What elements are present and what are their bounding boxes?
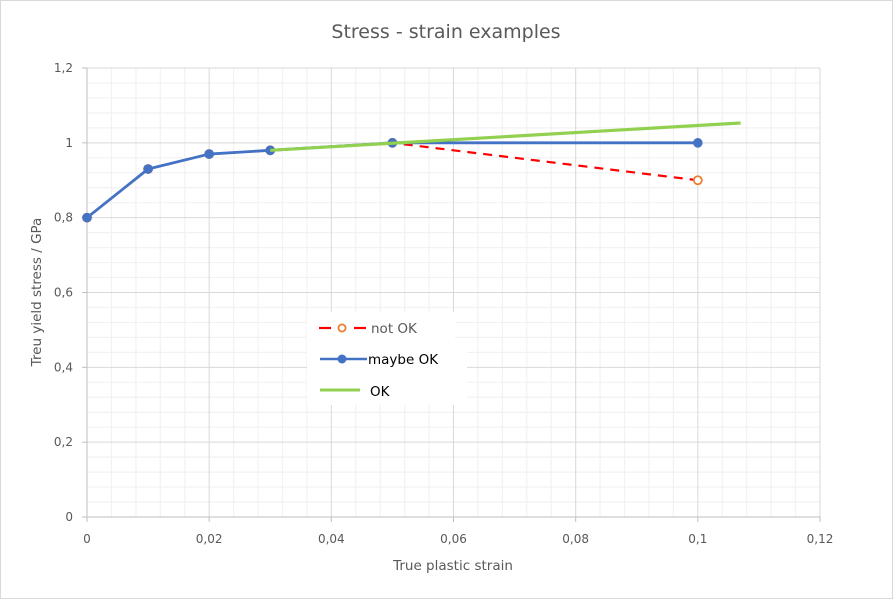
- legend[interactable]: not OK maybe OK OK: [307, 312, 467, 405]
- y-tick-label: 0: [65, 510, 73, 524]
- series-line-not-ok: [86, 141, 698, 219]
- data-point-not-ok[interactable]: [692, 175, 703, 186]
- y-tick-label: 1: [65, 136, 73, 150]
- legend-marker-maybe-ok: [337, 354, 347, 364]
- data-point-maybe-ok[interactable]: [82, 212, 92, 223]
- legend-box-not-ok: [307, 312, 455, 346]
- x-tick-label: 0,1: [688, 532, 707, 546]
- y-axis-title: Treu yield stress / GPa: [29, 218, 45, 368]
- legend-item-ok[interactable]: OK: [320, 384, 391, 400]
- data-point-maybe-ok[interactable]: [204, 149, 214, 159]
- series-line-maybe-ok: [86, 141, 698, 219]
- legend-label-ok: OK: [370, 384, 391, 400]
- x-tick-label: 0: [83, 532, 91, 546]
- legend-marker-not-ok: [337, 323, 347, 333]
- x-tick-label: 0,02: [196, 532, 223, 546]
- data-point-maybe-ok[interactable]: [693, 138, 703, 148]
- x-tick-label: 0,08: [562, 532, 589, 546]
- legend-label-maybe-ok: maybe OK: [368, 352, 439, 368]
- legend-item-not-ok[interactable]: not OK: [319, 321, 418, 337]
- series-line-ok: [270, 121, 741, 152]
- series-ok: [270, 121, 741, 152]
- axes: [82, 67, 821, 522]
- x-tick-label: 0,12: [807, 532, 834, 546]
- y-tick-label: 1,2: [54, 61, 73, 75]
- major-gridlines: [87, 67, 821, 517]
- y-tick-label: 0,4: [54, 360, 73, 374]
- y-tick-label: 0,2: [54, 435, 73, 449]
- x-tick-label: 0,04: [318, 532, 345, 546]
- y-tick-label: 0,6: [54, 286, 73, 300]
- x-axis-title: True plastic strain: [392, 558, 513, 574]
- legend-item-maybe-ok[interactable]: maybe OK: [320, 352, 439, 368]
- x-tick-labels: 0 0,02 0,04 0,06 0,08 0,1 0,12: [83, 532, 833, 546]
- series-layer: [82, 121, 741, 223]
- legend-label-not-ok: not OK: [371, 321, 418, 337]
- chart-title: Stress - strain examples: [331, 21, 560, 43]
- legend-box-ok: [307, 345, 467, 405]
- y-tick-labels: 0 0,2 0,4 0,6 0,8 1 1,2: [54, 61, 73, 524]
- series-not-ok: [82, 137, 703, 223]
- y-tick-label: 0,8: [54, 211, 73, 225]
- series-maybe-ok: [82, 138, 703, 223]
- x-tick-label: 0,06: [440, 532, 467, 546]
- data-point-maybe-ok[interactable]: [143, 164, 153, 174]
